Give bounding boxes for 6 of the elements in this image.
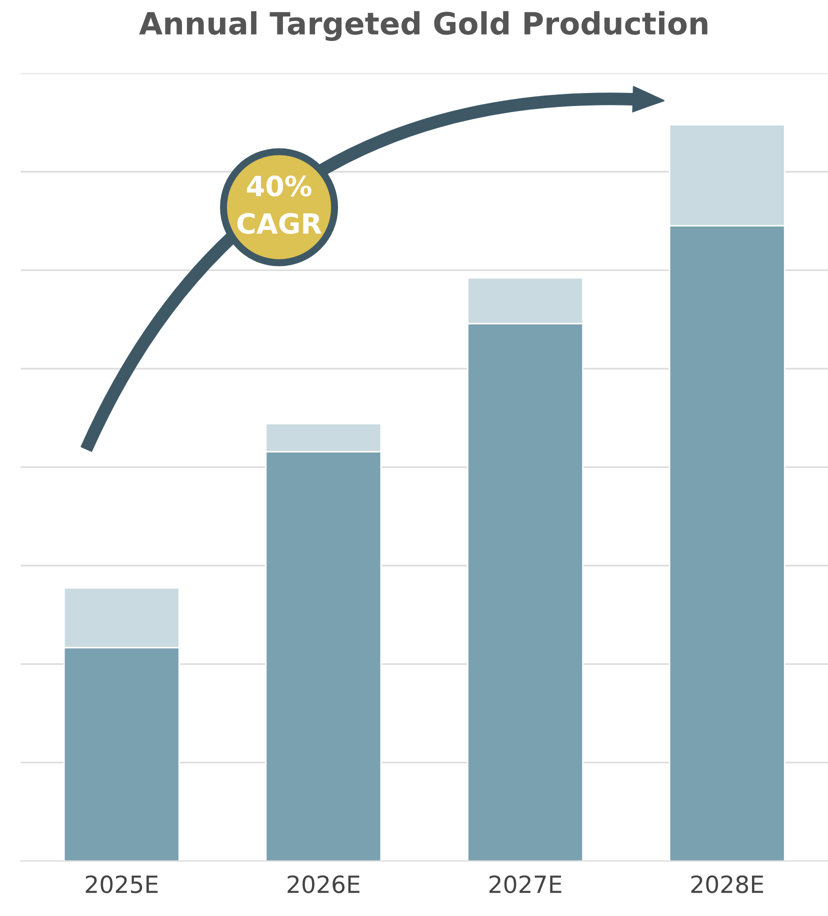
x-tick-label: 2028E: [691, 875, 764, 894]
x-tick-label: 2027E: [489, 875, 562, 894]
x-tick-label: 2025E: [86, 875, 158, 894]
x-tick-label: 2026E: [288, 875, 360, 894]
annotation: 40% CAGR: [237, 176, 322, 234]
chart-title: Annual Targeted Gold Production: [139, 11, 708, 41]
